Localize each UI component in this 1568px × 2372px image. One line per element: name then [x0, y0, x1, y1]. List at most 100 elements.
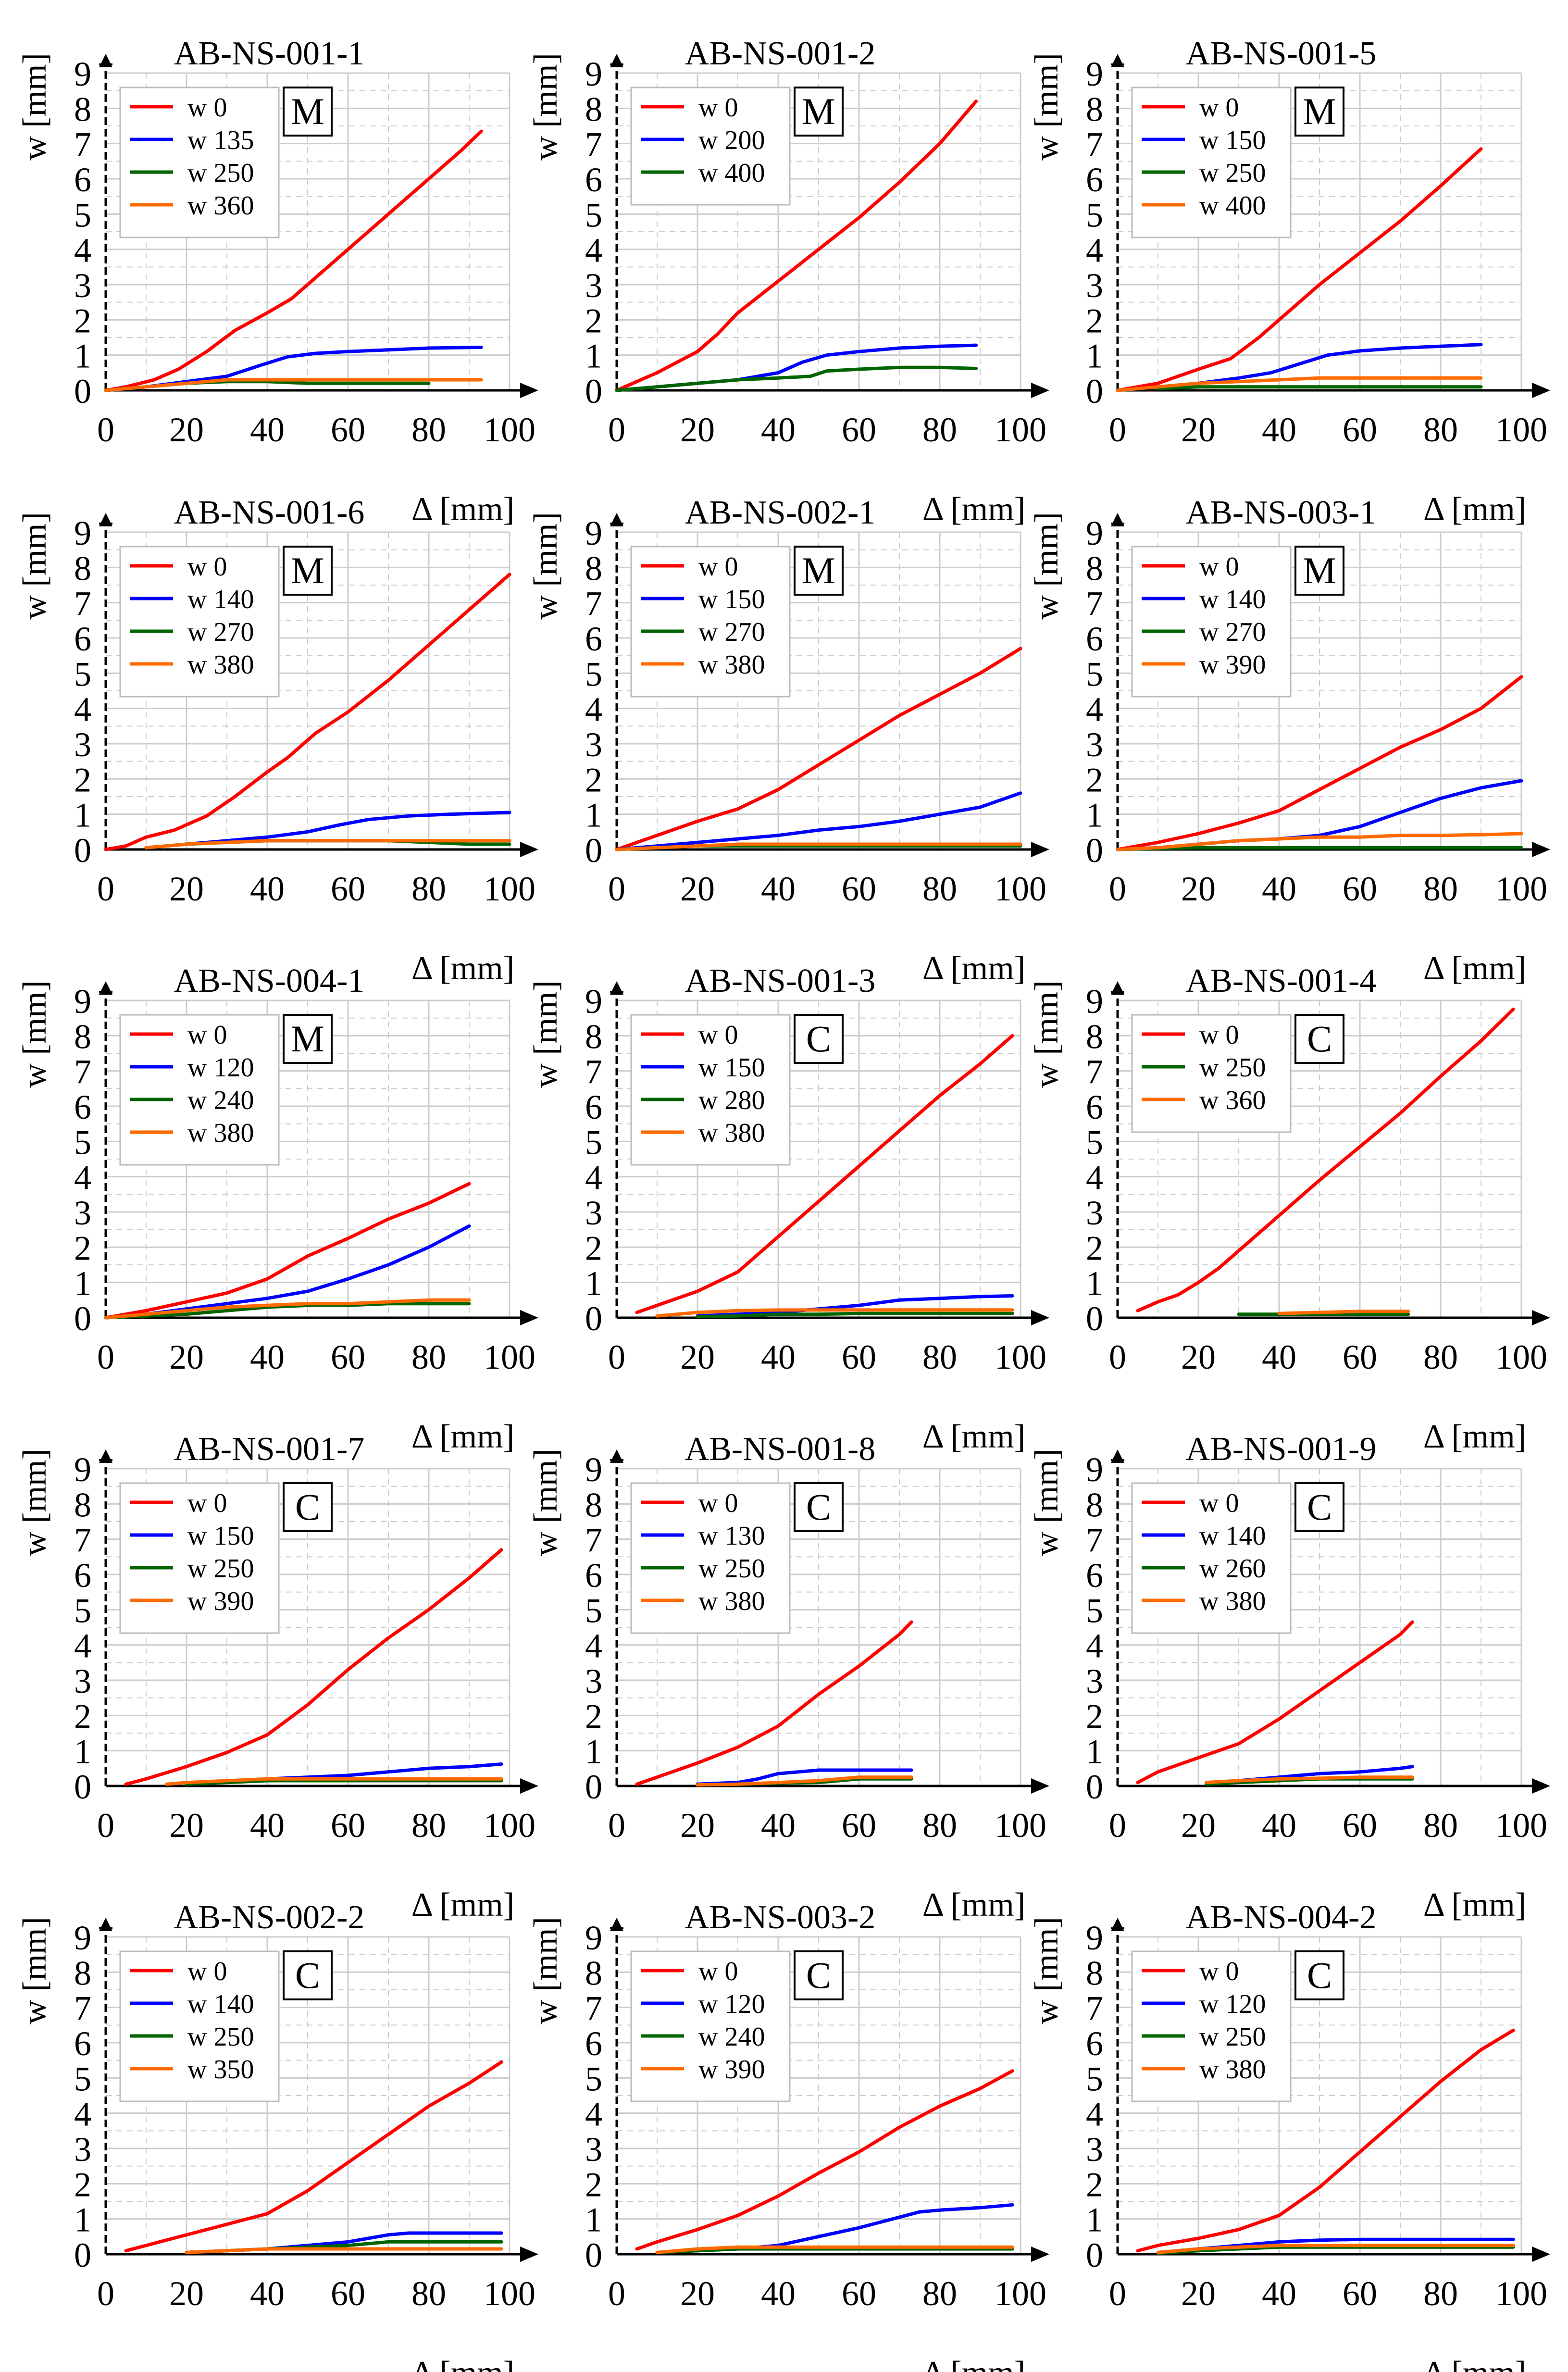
x-tick-label: 40: [761, 870, 796, 908]
legend-label: w 380: [187, 650, 254, 680]
y-tick-label: 3: [74, 266, 91, 305]
legend-box: [119, 1950, 280, 2102]
x-axis-label: Δ [mm]: [1423, 491, 1526, 528]
y-tick-label: 1: [585, 796, 602, 835]
x-tick-label: 20: [169, 1806, 204, 1845]
series-line: [104, 573, 511, 851]
x-tick-label: 60: [842, 2274, 876, 2313]
badge-label: C: [806, 1018, 831, 1060]
y-tick-label: 2: [585, 2165, 602, 2204]
x-axis-label: Δ [mm]: [411, 1418, 514, 1455]
y-tick-label: 6: [74, 1556, 91, 1595]
badge-box: [1294, 1482, 1344, 1532]
legend-label: w 120: [1199, 1989, 1266, 2019]
legend-label: w 130: [698, 1521, 765, 1551]
legend-label: w 0: [1199, 93, 1239, 123]
y-tick-label: 3: [585, 1194, 602, 1232]
y-tick-label: 4: [1086, 1627, 1103, 1665]
legend-box: [630, 546, 791, 698]
legend-label: w 280: [698, 1086, 765, 1115]
chart-title: AB-NS-001-6: [174, 494, 365, 531]
series-line: [615, 365, 978, 392]
series-line: [104, 1182, 471, 1320]
y-tick-label: 2: [74, 1229, 91, 1267]
x-tick-label: 80: [411, 1338, 446, 1376]
y-axis-label: w [mm]: [1028, 980, 1065, 1088]
legend-label: w 0: [698, 93, 738, 123]
y-tick-label: 8: [585, 1954, 602, 1992]
legend-label: w 250: [187, 158, 254, 188]
badge-label: M: [802, 90, 835, 132]
y-tick-label: 1: [1086, 796, 1103, 835]
x-tick-label: 100: [1495, 870, 1547, 908]
y-tick-label: 0: [1086, 2236, 1103, 2274]
y-axis-label: w [mm]: [16, 1917, 53, 2024]
x-axis-arrow-icon: [1532, 842, 1550, 857]
y-tick-label: 7: [74, 1053, 91, 1091]
y-tick-label: 3: [1086, 725, 1103, 764]
x-tick-label: 40: [1262, 2274, 1296, 2313]
x-tick-label: 0: [97, 1806, 114, 1845]
x-tick-label: 40: [250, 1338, 285, 1376]
legend-label: w 150: [1199, 125, 1266, 155]
y-tick-label: 8: [1086, 549, 1103, 587]
x-axis-label: Δ [mm]: [922, 1418, 1025, 1455]
y-tick-label: 4: [585, 690, 602, 729]
x-tick-label: 20: [680, 411, 715, 449]
x-tick-label: 80: [922, 2274, 957, 2313]
legend-label: w 150: [187, 1521, 254, 1551]
chart-title: AB-NS-002-2: [174, 1899, 365, 1936]
legend-label: w 250: [1199, 158, 1266, 188]
y-axis-label: w [mm]: [527, 1448, 564, 1556]
y-tick-label: 1: [1086, 337, 1103, 375]
x-tick-label: 40: [1262, 411, 1296, 449]
badge-label: C: [806, 1486, 831, 1528]
legend-label: w 150: [698, 585, 765, 614]
x-tick-label: 60: [842, 411, 876, 449]
x-tick-label: 20: [1181, 870, 1216, 908]
y-tick-label: 3: [1086, 266, 1103, 305]
y-tick-label: 6: [1086, 161, 1103, 199]
legend-label: w 380: [187, 1118, 254, 1148]
y-axis-label: w [mm]: [1028, 53, 1065, 161]
chart-title: AB-NS-001-5: [1186, 35, 1377, 72]
y-tick-label: 1: [74, 337, 91, 375]
legend-box: [119, 1482, 280, 1634]
chart-title: AB-NS-001-3: [685, 962, 876, 999]
x-tick-label: 60: [331, 2274, 365, 2313]
legend-label: w 260: [1199, 1554, 1266, 1584]
y-tick-label: 6: [1086, 1556, 1103, 1595]
series-line: [696, 1294, 1014, 1318]
series-line: [615, 791, 1022, 851]
x-axis-arrow-icon: [520, 1310, 538, 1325]
x-tick-label: 20: [169, 870, 204, 908]
y-tick-label: 7: [74, 1989, 91, 2028]
x-tick-label: 100: [1495, 1806, 1547, 1845]
chart-title: AB-NS-002-1: [685, 494, 876, 531]
y-tick-label: 4: [1086, 690, 1103, 729]
y-tick-label: 0: [74, 2236, 91, 2274]
series-line: [1156, 385, 1483, 390]
series-line: [635, 2069, 1014, 2251]
legend-label: w 0: [1199, 552, 1239, 582]
legend-label: w 0: [187, 93, 227, 123]
x-tick-label: 60: [1343, 870, 1377, 908]
legend-label: w 240: [187, 1086, 254, 1115]
y-tick-label: 5: [74, 196, 91, 234]
y-tick-label: 9: [74, 982, 91, 1021]
y-tick-label: 8: [1086, 1017, 1103, 1056]
x-tick-label: 0: [1109, 1806, 1126, 1845]
legend-label: w 390: [698, 2055, 765, 2085]
y-tick-label: 9: [1086, 1450, 1103, 1489]
y-tick-label: 9: [1086, 55, 1103, 93]
legend-label: w 400: [698, 158, 765, 188]
y-tick-label: 1: [585, 1264, 602, 1303]
series-line: [696, 1775, 913, 1787]
legend-label: w 0: [698, 1957, 738, 1986]
y-tick-label: 5: [585, 1591, 602, 1630]
legend-box: [630, 1014, 791, 1166]
legend-label: w 0: [1199, 1488, 1239, 1518]
legend-label: w 400: [1199, 191, 1266, 221]
